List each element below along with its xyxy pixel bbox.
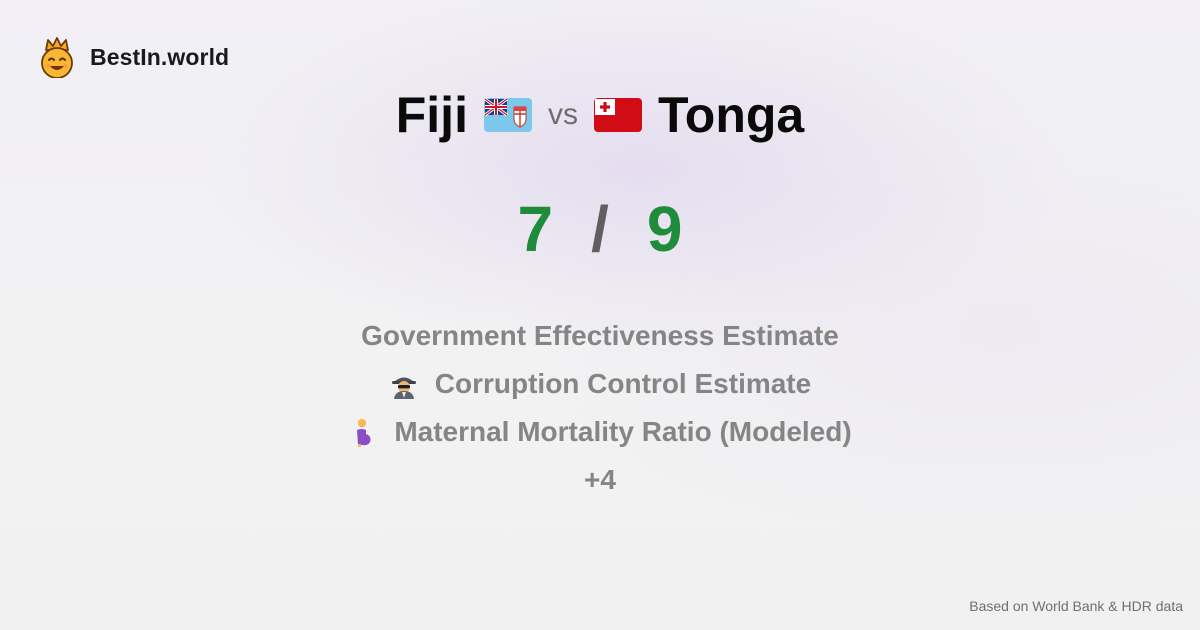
comparison-title: Fiji vs Tonga xyxy=(0,86,1200,144)
more-metrics-label: +4 xyxy=(584,464,616,495)
metric-label: Corruption Control Estimate xyxy=(434,368,812,399)
detective-icon xyxy=(391,377,416,399)
vs-label: vs xyxy=(547,98,578,131)
metric-list: Government Effectiveness Estimate Corrup… xyxy=(0,312,1200,504)
metric-item-government-effectiveness[interactable]: Government Effectiveness Estimate xyxy=(361,312,839,360)
crown-smiley-icon xyxy=(41,37,73,78)
brand-logo[interactable]: BestIn.world xyxy=(38,36,229,78)
metric-label: Government Effectiveness Estimate xyxy=(361,320,839,351)
more-metrics-link[interactable]: +4 xyxy=(584,456,616,504)
pregnant-woman-icon xyxy=(357,418,371,447)
metric-item-maternal-mortality[interactable]: Maternal Mortality Ratio (Modeled) xyxy=(348,408,852,456)
fiji-flag-icon xyxy=(483,98,532,132)
brand-name: BestIn.world xyxy=(90,43,230,70)
tonga-flag-icon xyxy=(593,98,642,132)
metric-item-corruption-control[interactable]: Corruption Control Estimate xyxy=(389,360,811,408)
right-country-name[interactable]: Tonga xyxy=(657,87,805,143)
source-note: Based on World Bank & HDR data xyxy=(969,598,1183,614)
score-separator: / xyxy=(591,193,609,265)
right-score: 9 xyxy=(646,193,683,265)
score-display: 7 / 9 xyxy=(0,192,1200,266)
metric-label: Maternal Mortality Ratio (Modeled) xyxy=(394,416,852,447)
left-country-name[interactable]: Fiji xyxy=(395,87,468,143)
left-score: 7 xyxy=(517,193,554,265)
